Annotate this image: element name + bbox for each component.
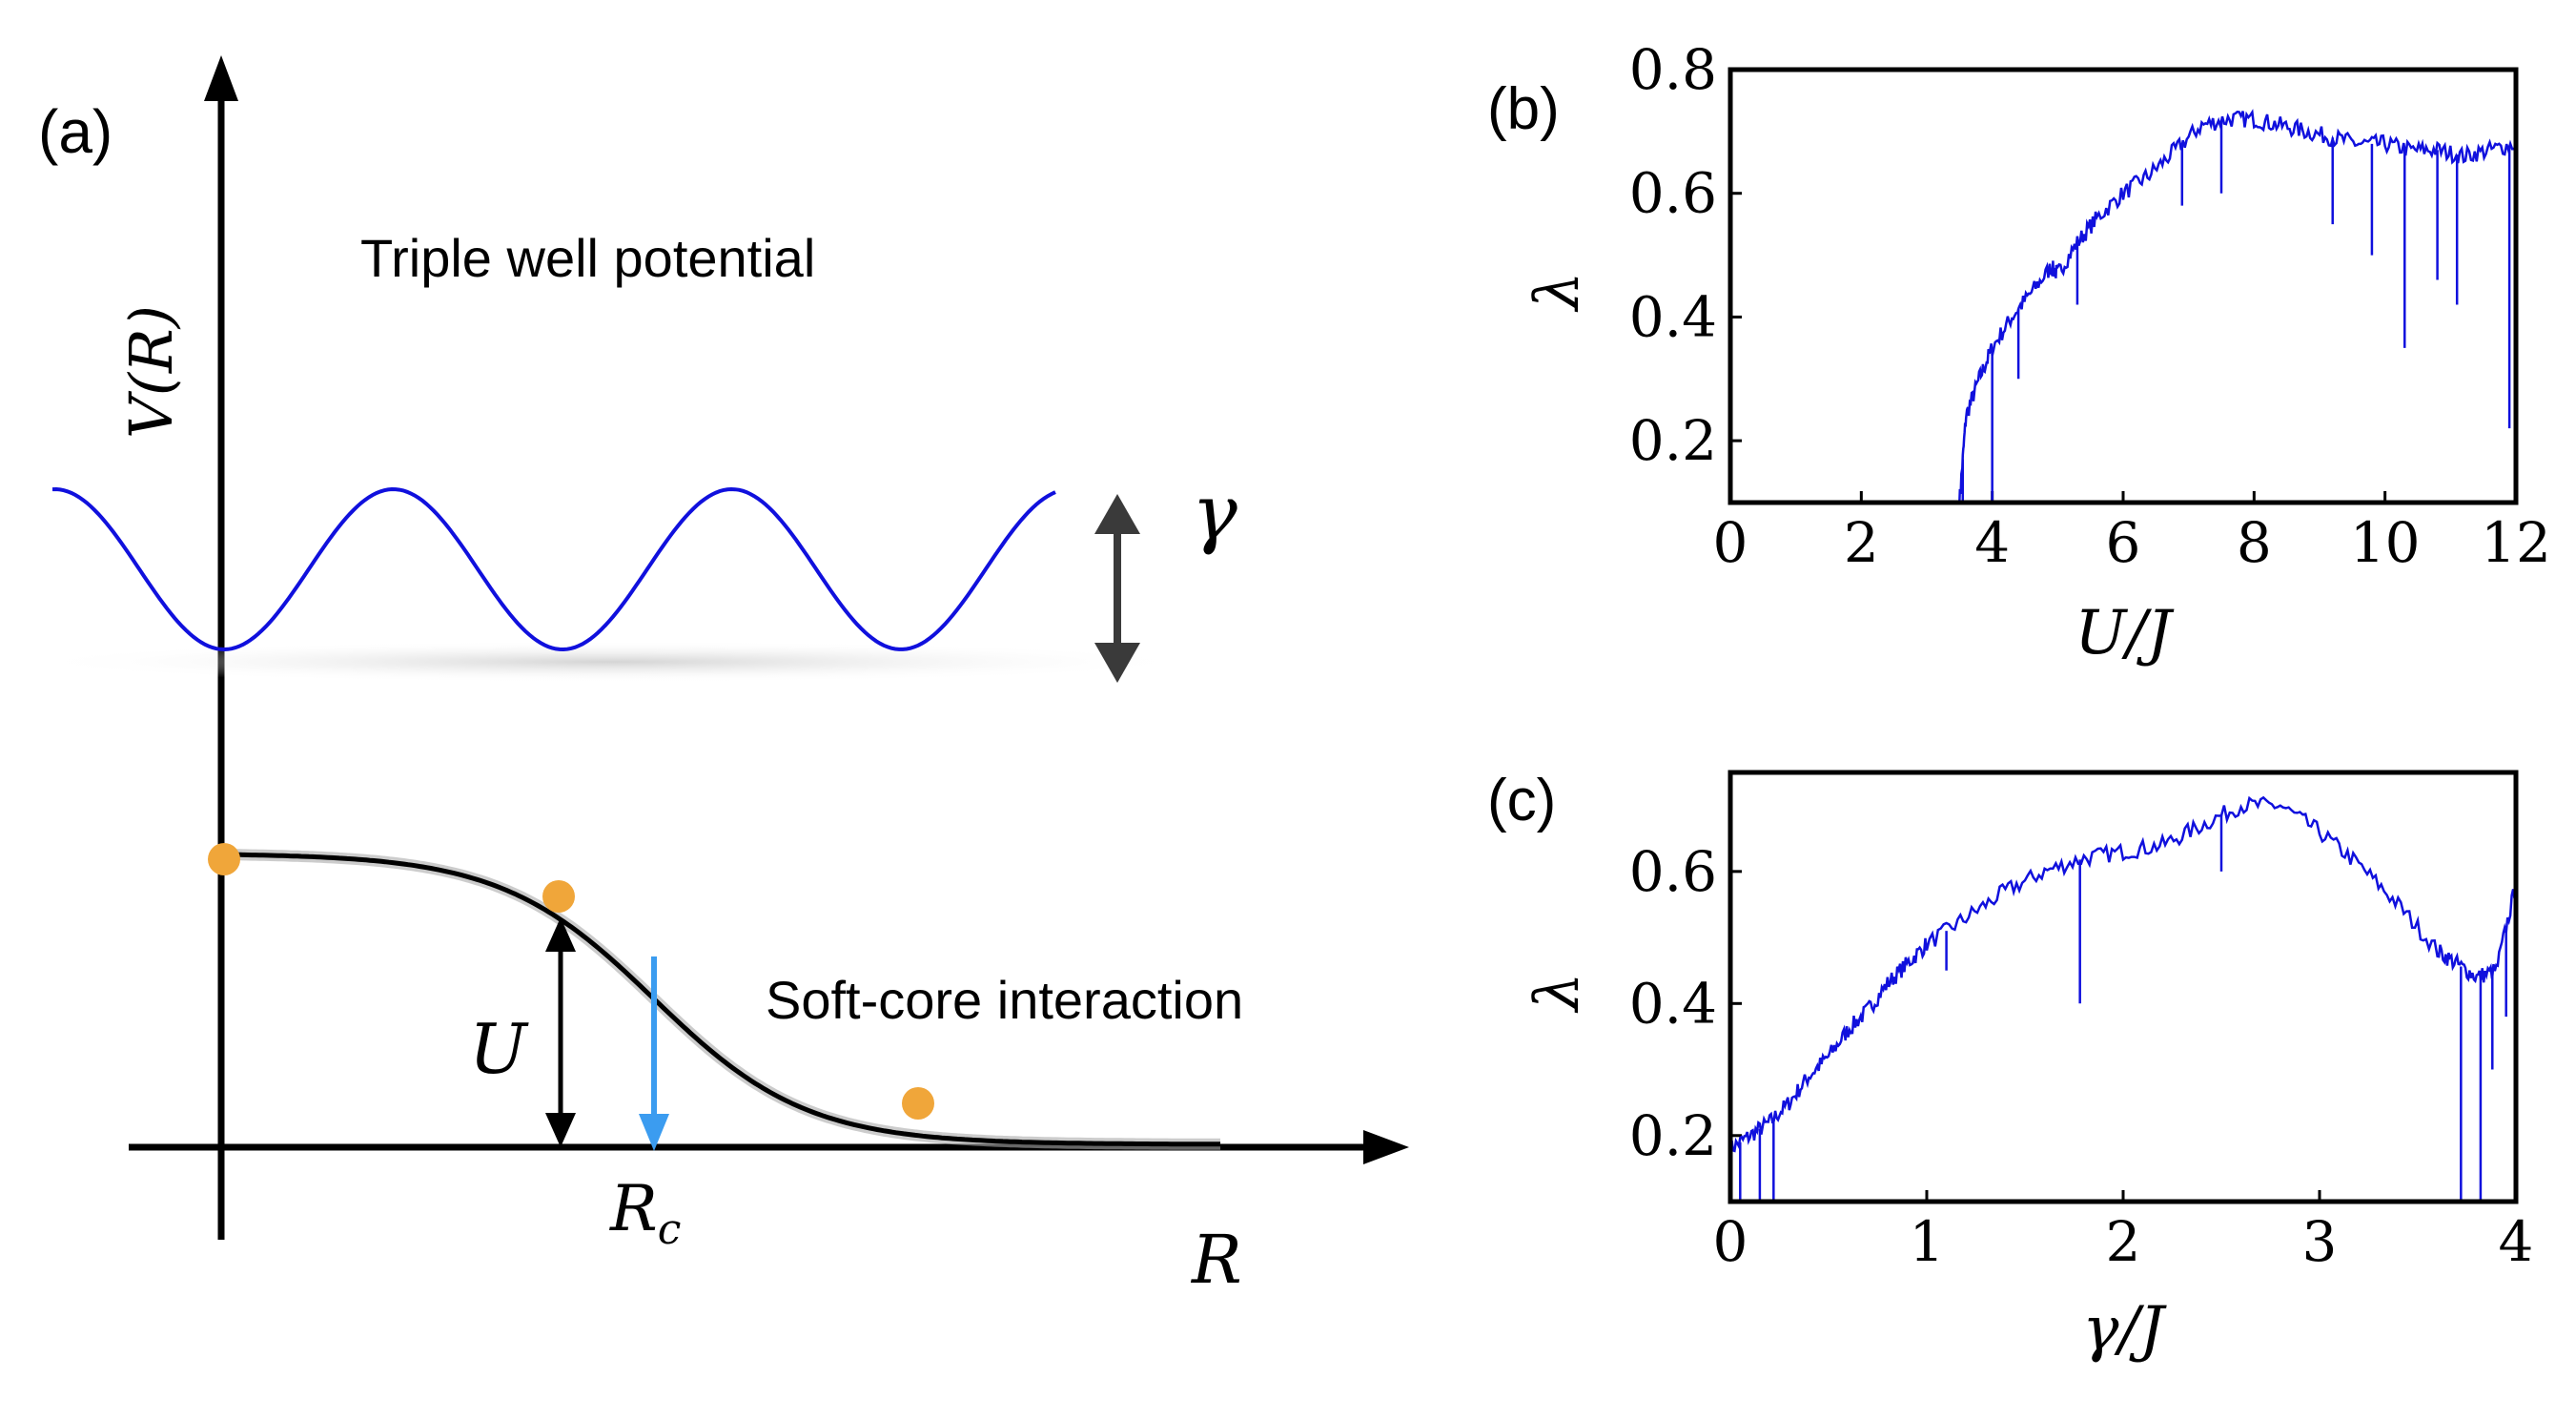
chart-c-xtick-label-2: 2	[2106, 1209, 2141, 1274]
chart-c-xtick-label-4: 4	[2499, 1209, 2534, 1274]
chart-b-frame	[1728, 67, 2519, 505]
soft-core-label: Soft-core interaction	[766, 970, 1243, 1030]
marker-dot-1	[208, 843, 240, 875]
x-axis-arrowhead	[1363, 1130, 1409, 1164]
gamma-double-arrow	[1094, 494, 1140, 683]
chart-c-ticks: 0 1 2 3 4 0.2 0.4 0.6	[1629, 839, 2534, 1274]
chart-b-xtick-label-2: 4	[1974, 510, 2010, 575]
chart-c-xtick-label-3: 3	[2302, 1209, 2338, 1274]
chart-b-xtick-label-0: 0	[1713, 510, 1748, 575]
y-axis-label: V(R)	[116, 305, 186, 439]
gamma-symbol: γ	[1192, 468, 1237, 557]
chart-b-xtick-label-5: 10	[2350, 510, 2421, 575]
chart-b-dips	[1961, 120, 2511, 503]
chart-b-xtick-label-6: 12	[2481, 510, 2551, 575]
chart-b-ylabel: λ	[1523, 272, 1593, 314]
u-symbol: U	[469, 1009, 529, 1089]
svg-text:λ: λ	[1523, 973, 1593, 1015]
chart-c-xtick-label-0: 0	[1713, 1209, 1748, 1274]
chart-b-xlabel: U/J	[2075, 598, 2175, 668]
chart-b-ytick-label-0: 0.2	[1629, 408, 1717, 473]
panel-b-label: (b)	[1487, 76, 1560, 142]
chart-b-xtick-label-1: 2	[1844, 510, 1879, 575]
svg-text:V(R): V(R)	[116, 305, 186, 439]
chart-c-ytick-label-0: 0.2	[1629, 1103, 1717, 1168]
chart-c-ytick-label-1: 0.4	[1629, 971, 1717, 1036]
panel-a: (a) V(R) R Triple well potential γ Soft-…	[19, 55, 1409, 1299]
rc-symbol: Rc	[609, 1172, 681, 1254]
chart-c-ytick-label-2: 0.6	[1629, 839, 1717, 904]
u-double-arrow	[545, 917, 576, 1147]
svg-text:λ: λ	[1523, 272, 1593, 314]
chart-c-series-line	[1728, 795, 2518, 1158]
y-axis-arrowhead	[204, 55, 238, 101]
marker-dot-2	[542, 880, 575, 913]
chart-c-frame	[1728, 770, 2519, 1204]
triple-well-label: Triple well potential	[360, 228, 815, 288]
chart-b-xtick-label-3: 6	[2106, 510, 2141, 575]
chart-c-ylabel: λ	[1523, 973, 1593, 1015]
panel-b: (b) 0 2 4 6 8 10 12 0.2 0.4 0.6 0.8 λ U/J	[1487, 37, 2551, 668]
marker-dot-3	[902, 1087, 934, 1120]
chart-b-ytick-label-2: 0.6	[1629, 161, 1717, 226]
chart-c-dips	[1739, 815, 2507, 1202]
chart-c-xlabel: γ/J	[2082, 1294, 2167, 1365]
chart-b-series-line	[1958, 109, 2518, 504]
chart-b-ticks: 0 2 4 6 8 10 12 0.2 0.4 0.6 0.8	[1629, 37, 2551, 575]
rc-arrow	[639, 956, 669, 1151]
panel-c-label: (c)	[1487, 768, 1556, 833]
soft-core-curve	[220, 852, 1220, 1147]
chart-b-ytick-label-3: 0.8	[1629, 37, 1717, 102]
chart-c-xtick-label-1: 1	[1910, 1209, 1945, 1274]
triple-well-curve	[51, 486, 1056, 652]
chart-b-xtick-label-4: 8	[2237, 510, 2272, 575]
chart-b-ytick-label-1: 0.4	[1629, 284, 1717, 349]
panel-c: (c) 0 1 2 3 4 0.2 0.4 0.6 λ γ/J	[1487, 768, 2533, 1365]
x-axis-label: R	[1190, 1221, 1242, 1299]
well-shadow	[19, 641, 1201, 683]
panel-a-label: (a)	[38, 97, 112, 166]
